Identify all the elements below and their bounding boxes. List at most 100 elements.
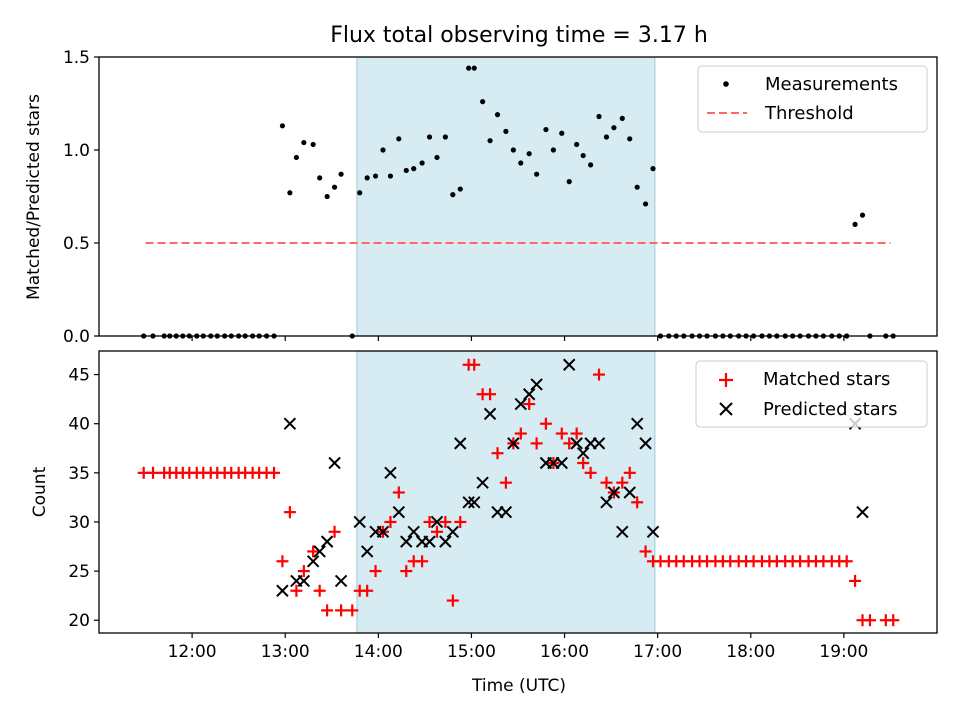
matched-star-point (639, 545, 652, 558)
predicted-star-point (297, 574, 311, 588)
matched-star-point (840, 555, 853, 568)
measurement-point (518, 160, 524, 166)
predicted-star-point (639, 437, 652, 450)
measurement-point (310, 141, 316, 148)
predicted-star-point (476, 476, 489, 489)
measurement-point (559, 130, 565, 136)
predicted-star-point (646, 525, 660, 539)
predicted-star-point (499, 505, 513, 519)
matched-star-point (623, 466, 636, 479)
measurement-point (510, 147, 516, 153)
measurement-point (619, 115, 625, 121)
measurement-point (543, 126, 549, 133)
matched-star-point (577, 457, 590, 470)
predicted-star-point (522, 388, 536, 401)
measurement-point (550, 147, 556, 153)
measurement-point (534, 171, 540, 177)
matched-star-point (346, 604, 359, 617)
predicted-star-point (483, 407, 497, 421)
x-tick-label: 14:00 (354, 642, 403, 662)
predicted-star-point (576, 446, 590, 460)
measurement-point (611, 125, 617, 131)
measurement-point (503, 128, 509, 134)
measurement-point (324, 193, 330, 200)
top-y-axis-label: Matched/Predicted stars (24, 94, 44, 300)
legend-threshold-label: Threshold (764, 103, 854, 124)
y-tick-label: 20 (68, 611, 90, 631)
x-tick-label: 18:00 (726, 642, 775, 662)
measurement-point (331, 184, 338, 190)
matched-star-point (361, 584, 374, 597)
legend-predicted-marker (719, 402, 733, 416)
matched-star-point (530, 437, 543, 450)
measurement-point (487, 138, 493, 144)
matched-star-point (468, 358, 481, 371)
predicted-star-point (360, 545, 374, 558)
predicted-star-point (430, 515, 444, 529)
bottom-panel: 20 25 30 35 40 45 12:00 13:00 14:00 15:00 16:00 17… (30, 350, 938, 696)
matched-star-point (523, 398, 536, 411)
matched-star-point (491, 447, 504, 460)
measurement-point (411, 166, 417, 172)
x-tick-label: 17:00 (633, 642, 682, 662)
y-tick-label: 1.0 (63, 141, 90, 161)
matched-star-point (593, 368, 606, 381)
bottom-legend-box (695, 360, 928, 428)
measurement-point (338, 171, 344, 177)
predicted-star-point (623, 486, 636, 499)
top-x-ticks (191, 336, 845, 341)
predicted-star-point (423, 535, 436, 548)
matched-star-point (384, 515, 397, 528)
predicted-star-point (530, 378, 543, 391)
measurement-point (859, 212, 866, 218)
measurement-point (457, 186, 463, 192)
matched-star-point (863, 614, 876, 627)
measurement-point (357, 190, 363, 196)
predicted-star-point (600, 496, 613, 509)
measurement-point (526, 151, 532, 157)
measurement-point (603, 134, 610, 140)
measurement-point (588, 162, 594, 168)
bottom-plot-marks (137, 358, 900, 627)
measurement-point (287, 190, 293, 196)
measurement-point (450, 192, 456, 198)
matched-star-point (283, 506, 296, 519)
legend-matched-label: Matched stars (763, 369, 890, 390)
measurement-point (650, 166, 656, 172)
matched-star-point (335, 604, 348, 617)
measurement-point (372, 173, 379, 179)
matched-star-point (570, 427, 583, 440)
chart-title: Flux total observing time = 3.17 h (330, 23, 708, 48)
measurement-point (426, 134, 433, 140)
x-tick-label: 19:00 (819, 642, 868, 662)
measurement-point (627, 136, 633, 142)
matched-star-point (416, 555, 429, 568)
predicted-star-point (306, 555, 320, 568)
measurement-point (852, 221, 858, 227)
predicted-star-point (353, 515, 366, 529)
predicted-star-point (320, 535, 334, 548)
top-panel: 0.0 0.5 1.0 1.5 Matched/Predicted stars Mea… (24, 48, 938, 347)
bottom-y-ticks: 20 25 30 35 40 45 (68, 366, 99, 631)
measurement-point (396, 136, 402, 142)
top-axes-frame (98, 56, 938, 337)
predicted-star-point (507, 437, 520, 450)
measurement-point (494, 112, 501, 118)
bottom-y-axis-label: Count (30, 466, 50, 517)
measurement-point (442, 134, 448, 140)
predicted-star-point (313, 545, 326, 558)
matched-star-point (369, 565, 382, 578)
predicted-star-point (283, 417, 297, 430)
predicted-star-point (407, 525, 420, 539)
predicted-star-point (468, 496, 481, 509)
y-tick-label: 35 (68, 464, 90, 484)
matched-star-point (439, 515, 452, 528)
matched-star-point (616, 476, 629, 489)
bottom-x-axis-label: Time (UTC) (471, 676, 566, 696)
bottom-legend: Matched stars Predicted stars (695, 360, 928, 428)
x-tick-label: 16:00 (540, 642, 589, 662)
predicted-star-point (392, 505, 406, 519)
matched-star-point (514, 427, 527, 440)
predicted-star-point (856, 505, 869, 519)
measurement-point (380, 147, 386, 153)
